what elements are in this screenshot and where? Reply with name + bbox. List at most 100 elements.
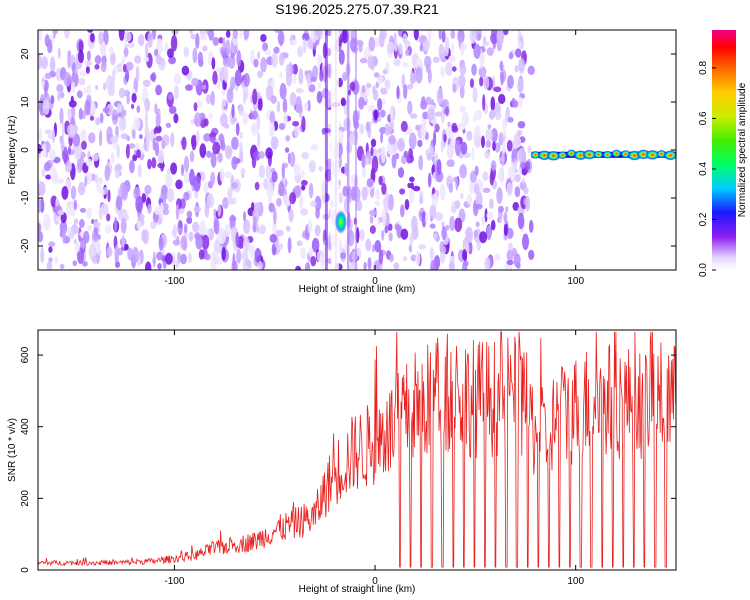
noise-blob: [191, 77, 199, 87]
noise-blob: [145, 261, 152, 270]
noise-blob: [121, 184, 129, 201]
noise-blob: [198, 59, 204, 67]
noise-blob: [38, 30, 43, 41]
noise-blob: [460, 141, 468, 155]
noise-blob: [377, 75, 384, 85]
noise-blob: [276, 229, 284, 237]
noise-blob: [394, 38, 398, 52]
colorbar-tick-label: 0.8: [698, 61, 709, 75]
noise-blob: [466, 194, 473, 205]
noise-blob: [150, 220, 157, 230]
noise-blob: [482, 171, 489, 182]
noise-blob: [57, 47, 61, 59]
noise-blob: [439, 241, 445, 253]
noise-blob: [189, 150, 195, 163]
noise-blob: [341, 30, 349, 44]
noise-blob: [89, 115, 95, 121]
noise-blob: [186, 216, 193, 224]
noise-blob: [432, 56, 440, 63]
bottom-x-tick-label: -100: [164, 576, 184, 587]
noise-blob: [388, 134, 396, 145]
noise-blob: [448, 55, 456, 63]
noise-blob: [433, 130, 437, 147]
noise-blob: [499, 60, 504, 71]
noise-blob: [181, 136, 187, 150]
noise-blob: [387, 41, 395, 54]
noise-blob: [164, 41, 169, 53]
noise-blob: [236, 248, 242, 264]
noise-blob: [231, 136, 239, 150]
noise-blob: [486, 225, 492, 241]
noise-blob: [208, 30, 215, 41]
noise-blob: [340, 97, 346, 107]
noise-blob: [170, 34, 178, 52]
noise-blob: [134, 55, 142, 64]
noise-blob: [211, 57, 216, 70]
noise-blob: [131, 103, 135, 109]
noise-blob: [144, 98, 151, 112]
noise-blob: [365, 122, 370, 132]
noise-blob: [415, 67, 423, 84]
noise-blob: [72, 260, 78, 267]
noise-blob: [267, 78, 271, 87]
noise-blob: [415, 251, 421, 266]
noise-blob: [425, 211, 429, 225]
noise-blob: [38, 223, 41, 233]
noise-blob: [358, 96, 365, 110]
noise-blob: [60, 91, 65, 99]
noise-blob: [307, 100, 311, 112]
noise-blob: [186, 210, 193, 219]
noise-blob: [125, 213, 129, 221]
noise-blob: [485, 128, 493, 141]
noise-blob: [264, 183, 268, 190]
noise-blob: [498, 211, 502, 224]
noise-blob: [123, 31, 132, 43]
noise-blob: [90, 33, 95, 43]
noise-blob: [257, 51, 261, 60]
noise-blob: [459, 164, 467, 179]
noise-blob: [180, 253, 187, 265]
noise-blob: [475, 221, 480, 228]
noise-blob: [430, 260, 437, 270]
noise-blob: [399, 188, 406, 195]
noise-blob: [377, 98, 383, 111]
noise-blob: [173, 85, 179, 100]
noise-blob: [393, 262, 400, 270]
noise-blob: [122, 114, 127, 131]
noise-blob: [74, 242, 80, 253]
noise-blob: [517, 121, 526, 129]
noise-blob: [100, 203, 109, 216]
noise-blob: [342, 185, 349, 197]
noise-blob: [422, 119, 427, 136]
noise-blob: [147, 203, 152, 214]
noise-blob: [511, 97, 516, 108]
noise-blob: [521, 177, 526, 185]
noise-blob: [53, 30, 59, 35]
bottom-y-axis-label: SNR (10 * v/v): [7, 418, 18, 482]
noise-blob: [301, 115, 306, 132]
noise-blob: [338, 49, 345, 65]
noise-blob: [199, 34, 208, 41]
noise-blob: [359, 123, 365, 135]
noise-blob: [137, 164, 142, 178]
noise-blob: [506, 259, 514, 266]
noise-blob: [517, 40, 522, 49]
noise-blob: [270, 136, 279, 150]
noise-blob: [490, 219, 496, 231]
noise-blob: [378, 31, 385, 48]
noise-blob: [151, 157, 157, 169]
noise-blob: [381, 209, 387, 227]
noise-blob: [193, 206, 202, 213]
noise-blob: [277, 243, 284, 251]
noise-blob: [496, 30, 504, 46]
noise-blob: [242, 90, 247, 105]
noise-blob: [410, 182, 414, 190]
noise-blob: [461, 111, 470, 126]
noise-blob: [253, 58, 259, 68]
noise-blob: [288, 208, 294, 223]
noise-blob: [371, 155, 379, 173]
noise-blob: [256, 113, 261, 131]
noise-blob: [217, 203, 222, 217]
noise-blob: [61, 186, 69, 200]
noise-blob: [502, 30, 509, 36]
